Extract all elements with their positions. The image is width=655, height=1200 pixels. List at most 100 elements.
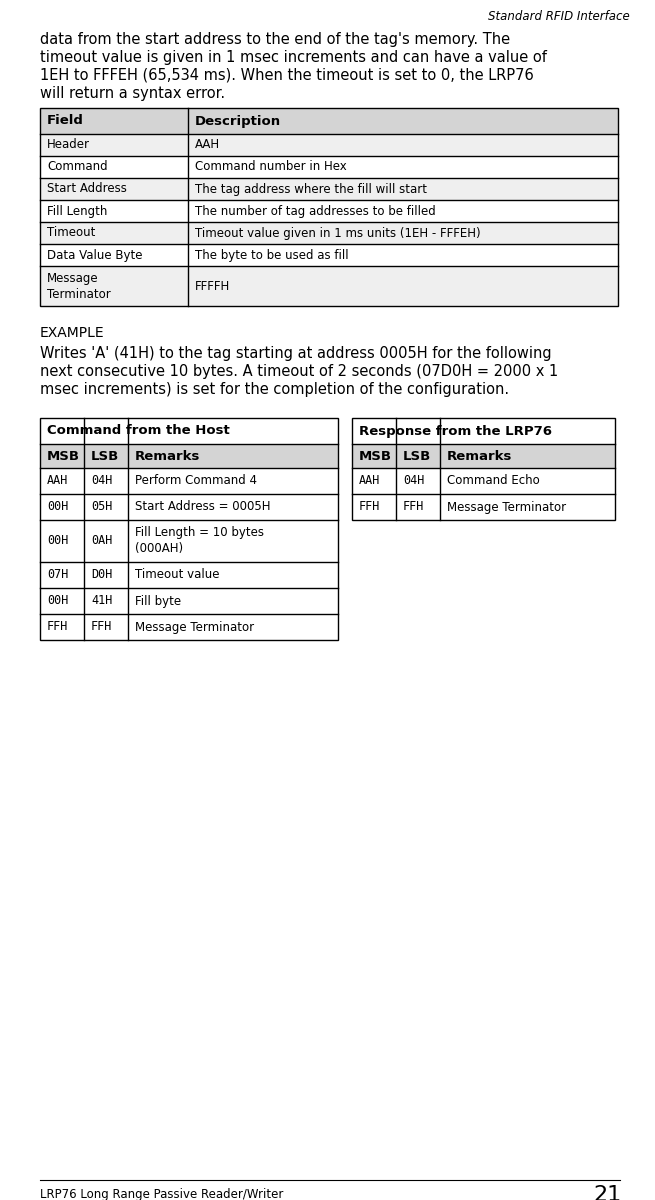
Text: Remarks: Remarks [447, 450, 512, 462]
Bar [352, 494, 396, 520]
Text: Fill Length: Fill Length [47, 204, 107, 217]
Bar [40, 520, 84, 562]
Text: EXAMPLE: EXAMPLE [40, 326, 105, 340]
Text: Start Address = 0005H: Start Address = 0005H [135, 500, 271, 514]
Text: Remarks: Remarks [135, 450, 200, 462]
Bar [128, 562, 338, 588]
Text: LSB: LSB [91, 450, 119, 462]
Bar [84, 468, 128, 494]
Bar [84, 444, 128, 468]
Bar [40, 444, 84, 468]
Bar [128, 494, 338, 520]
Text: next consecutive 10 bytes. A timeout of 2 seconds (07D0H = 2000 x 1: next consecutive 10 bytes. A timeout of … [40, 364, 558, 379]
Bar [396, 468, 440, 494]
Text: FFH: FFH [91, 620, 113, 634]
Bar [40, 222, 188, 244]
Bar [40, 562, 84, 588]
Bar [352, 418, 615, 520]
Bar [84, 588, 128, 614]
Text: Message Terminator: Message Terminator [135, 620, 254, 634]
Bar [440, 468, 615, 494]
Text: 00H: 00H [47, 500, 68, 514]
Bar [40, 156, 188, 178]
Bar [188, 134, 618, 156]
Bar [440, 494, 615, 520]
Bar [40, 244, 188, 266]
Text: FFH: FFH [359, 500, 381, 514]
Text: data from the start address to the end of the tag's memory. The: data from the start address to the end o… [40, 32, 510, 47]
Bar [188, 108, 618, 134]
Text: Command: Command [47, 161, 107, 174]
Text: will return a syntax error.: will return a syntax error. [40, 86, 225, 101]
Bar [40, 418, 338, 640]
Bar [84, 494, 128, 520]
Text: Command number in Hex: Command number in Hex [195, 161, 346, 174]
Text: The byte to be used as fill: The byte to be used as fill [195, 248, 348, 262]
Text: Fill byte: Fill byte [135, 594, 181, 607]
Bar [352, 468, 396, 494]
Bar [40, 200, 188, 222]
Text: 21: 21 [593, 1186, 622, 1200]
Text: 1EH to FFFEH (65,534 ms). When the timeout is set to 0, the LRP76: 1EH to FFFEH (65,534 ms). When the timeo… [40, 68, 534, 83]
Bar [40, 494, 84, 520]
Text: FFH: FFH [47, 620, 68, 634]
Bar [40, 134, 188, 156]
Bar [188, 244, 618, 266]
Bar [440, 444, 615, 468]
Text: AAH: AAH [195, 138, 220, 151]
Text: The number of tag addresses to be filled: The number of tag addresses to be filled [195, 204, 436, 217]
Text: Perform Command 4: Perform Command 4 [135, 474, 257, 487]
Bar [128, 520, 338, 562]
Text: timeout value is given in 1 msec increments and can have a value of: timeout value is given in 1 msec increme… [40, 50, 547, 65]
Text: FFH: FFH [403, 500, 424, 514]
Bar [84, 520, 128, 562]
Bar [40, 108, 188, 134]
Text: Standard RFID Interface: Standard RFID Interface [488, 10, 630, 23]
Bar [40, 178, 188, 200]
Text: MSB: MSB [359, 450, 392, 462]
Text: 07H: 07H [47, 569, 68, 582]
Bar [40, 266, 188, 306]
Text: 05H: 05H [91, 500, 113, 514]
Bar [188, 266, 618, 306]
Bar [128, 444, 338, 468]
Bar [128, 614, 338, 640]
Text: Fill Length = 10 bytes
(000AH): Fill Length = 10 bytes (000AH) [135, 526, 264, 554]
Bar [188, 200, 618, 222]
Text: Timeout: Timeout [47, 227, 96, 240]
Text: Command Echo: Command Echo [447, 474, 540, 487]
Text: AAH: AAH [47, 474, 68, 487]
Bar [84, 562, 128, 588]
Text: Data Value Byte: Data Value Byte [47, 248, 143, 262]
Text: MSB: MSB [47, 450, 80, 462]
Text: D0H: D0H [91, 569, 113, 582]
Bar [40, 108, 618, 306]
Text: Start Address: Start Address [47, 182, 127, 196]
Text: Header: Header [47, 138, 90, 151]
Text: Description: Description [195, 114, 281, 127]
Text: 00H: 00H [47, 594, 68, 607]
Bar [40, 468, 84, 494]
Text: 41H: 41H [91, 594, 113, 607]
Bar [40, 418, 338, 444]
Bar [352, 418, 615, 444]
Bar [128, 468, 338, 494]
Bar [40, 588, 84, 614]
Bar [84, 614, 128, 640]
Text: Command from the Host: Command from the Host [47, 425, 230, 438]
Text: Writes 'A' (41H) to the tag starting at address 0005H for the following: Writes 'A' (41H) to the tag starting at … [40, 346, 552, 361]
Text: Message Terminator: Message Terminator [447, 500, 566, 514]
Bar [188, 222, 618, 244]
Text: LSB: LSB [403, 450, 431, 462]
Text: msec increments) is set for the completion of the configuration.: msec increments) is set for the completi… [40, 382, 509, 397]
Text: 04H: 04H [91, 474, 113, 487]
Text: Field: Field [47, 114, 84, 127]
Bar [128, 588, 338, 614]
Text: 0AH: 0AH [91, 534, 113, 547]
Text: Message
Terminator: Message Terminator [47, 272, 111, 301]
Bar [396, 444, 440, 468]
Bar [396, 494, 440, 520]
Text: LRP76 Long Range Passive Reader/Writer: LRP76 Long Range Passive Reader/Writer [40, 1188, 284, 1200]
Bar [40, 614, 84, 640]
Text: Timeout value: Timeout value [135, 569, 219, 582]
